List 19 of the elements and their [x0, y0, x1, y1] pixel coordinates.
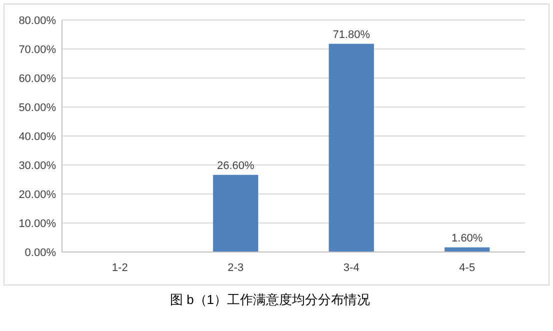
- bar: [328, 44, 374, 252]
- y-tick-label: 50.00%: [18, 102, 56, 114]
- text: 图 b（1）工作满意度均分分布情况: [170, 292, 370, 307]
- data-label: 71.80%: [332, 28, 370, 41]
- x-tick-label: 1-2: [112, 262, 128, 274]
- x-tick-label: 2-3: [228, 262, 244, 274]
- y-tick-label: 30.00%: [18, 160, 56, 172]
- y-tick-label: 60.00%: [18, 72, 56, 85]
- data-label: 26.60%: [216, 160, 254, 172]
- y-tick-label: 80.00%: [18, 14, 56, 27]
- bar: [213, 174, 258, 252]
- x-tick-label: 3-4: [343, 262, 360, 274]
- y-tick-label: 20.00%: [18, 188, 56, 201]
- y-tick-label: 40.00%: [18, 130, 56, 143]
- y-tick-label: 10.00%: [18, 218, 56, 230]
- data-label: 1.60%: [452, 232, 483, 244]
- y-tick-label: 70.00%: [18, 44, 56, 56]
- y-tick-label: 0.00%: [24, 246, 56, 259]
- x-tick-label: 4-5: [459, 262, 476, 274]
